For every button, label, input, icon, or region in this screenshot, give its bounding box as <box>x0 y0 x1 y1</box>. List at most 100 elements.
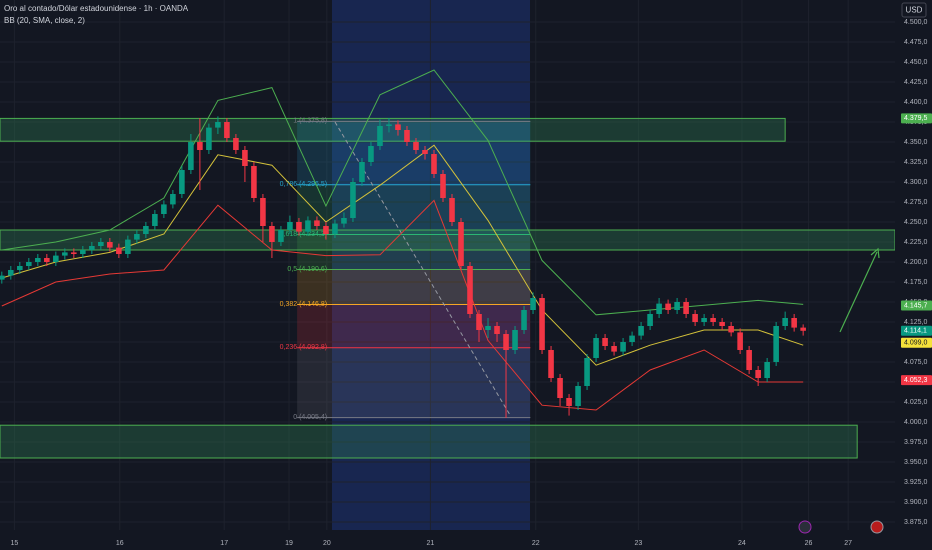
projection-arrow <box>839 247 880 333</box>
candle-body <box>395 124 401 130</box>
candle-body <box>629 335 635 342</box>
candle-body <box>791 318 797 328</box>
candle-body <box>458 222 464 266</box>
fib-band <box>297 269 531 305</box>
candle-body <box>656 303 662 314</box>
candle-body <box>26 262 32 266</box>
candle-body <box>116 247 122 254</box>
candle-body <box>665 303 671 310</box>
candle-body <box>440 174 446 198</box>
candle-body <box>332 223 338 234</box>
candle-body <box>386 124 392 126</box>
arrow-head <box>870 247 880 259</box>
x-tick-label: 23 <box>634 540 642 547</box>
candle-body <box>62 252 68 256</box>
y-tick-label: 4.500,0 <box>904 19 927 26</box>
candle-body <box>350 182 356 218</box>
currency-label[interactable]: USD <box>906 6 923 15</box>
candle-body <box>107 242 113 248</box>
candle-body <box>575 386 581 406</box>
candle-body <box>170 194 176 205</box>
y-tick-label: 4.225,0 <box>904 239 927 246</box>
candle-body <box>341 218 347 224</box>
fib-label: 0,618 (4.234,3) <box>280 231 327 238</box>
candle-body <box>0 275 5 280</box>
grid <box>0 0 895 530</box>
x-tick-label: 26 <box>805 540 813 547</box>
price-label-box <box>901 337 932 348</box>
support-resistance-zone <box>0 424 858 459</box>
candle-body <box>530 298 536 310</box>
candle-body <box>368 146 374 162</box>
candle-body <box>566 398 572 406</box>
candle-body <box>251 166 257 198</box>
candle-body <box>638 326 644 336</box>
candle-body <box>161 204 167 214</box>
price-label-box <box>901 325 932 336</box>
candle-body <box>755 370 761 378</box>
fib-band <box>297 347 531 418</box>
price-axis <box>895 0 932 550</box>
candle-body <box>620 342 626 352</box>
y-tick-label: 4.250,0 <box>904 219 927 226</box>
currency-button[interactable]: USD <box>901 2 927 18</box>
candle-body <box>206 127 212 150</box>
fib-band <box>297 121 531 185</box>
y-tick-label: 3.925,0 <box>904 479 927 486</box>
candle-body <box>233 138 239 150</box>
candle-body <box>125 239 131 254</box>
candle-body <box>242 150 248 166</box>
y-tick-label: 4.300,0 <box>904 179 927 186</box>
candle-body <box>584 358 590 386</box>
fib-label: 0,786 (4.296,5) <box>280 181 327 188</box>
candle-body <box>71 252 77 254</box>
fib-band <box>297 304 531 348</box>
fib-band <box>297 234 531 270</box>
y-tick-label: 4.200,0 <box>904 259 927 266</box>
y-tick-label: 4.000,0 <box>904 419 927 426</box>
candle-body <box>764 362 770 378</box>
candle-body <box>287 222 293 230</box>
fib-label: 0 (4.005,4) <box>293 414 327 421</box>
fib-label: 0,382 (4.146,8) <box>280 301 327 308</box>
candle-body <box>611 346 617 352</box>
candle-body <box>683 302 689 314</box>
candle-body <box>80 250 86 254</box>
candle-body <box>485 326 491 330</box>
candle-body <box>593 338 599 358</box>
currency-button-frame[interactable] <box>901 2 927 18</box>
candle-body <box>143 226 149 234</box>
candle-body <box>188 142 194 170</box>
y-tick-label: 3.950,0 <box>904 459 927 466</box>
candle-body <box>152 214 158 226</box>
candle-body <box>269 226 275 242</box>
fibonacci: 1 (4.375,8) 0,786 (4.296,5) 0,618 (4.234,3… <box>280 118 531 421</box>
candle-body <box>197 142 203 150</box>
candle-body <box>278 230 284 242</box>
y-tick-label: 4.400,0 <box>904 99 927 106</box>
candle-body <box>314 220 320 226</box>
y-tick-label: 4.125,0 <box>904 319 927 326</box>
event-icon[interactable] <box>870 520 884 534</box>
candle-body <box>557 378 563 398</box>
candle-body <box>728 326 734 333</box>
y-tick-label: 4.475,0 <box>904 39 927 46</box>
candles <box>0 116 806 418</box>
candle-body <box>179 170 185 194</box>
candle-body <box>8 270 14 276</box>
x-tick-label: 15 <box>11 540 19 547</box>
x-tick-label: 24 <box>738 540 746 547</box>
fib-label: 1 (4.375,8) <box>293 118 327 125</box>
x-tick-label: 20 <box>323 540 331 547</box>
bb-lower <box>1 199 804 411</box>
price-label-box <box>901 375 932 386</box>
event-icon[interactable] <box>798 520 812 534</box>
fib-label: 0,236 (4.092,8) <box>280 344 327 351</box>
candle-body <box>53 255 59 262</box>
y-tick-label: 3.875,0 <box>904 519 927 526</box>
y-tick-label: 4.175,0 <box>904 279 927 286</box>
candle-body <box>89 246 95 250</box>
candle-body <box>215 122 221 128</box>
x-tick-label: 22 <box>532 540 540 547</box>
x-tick-label: 17 <box>220 540 228 547</box>
